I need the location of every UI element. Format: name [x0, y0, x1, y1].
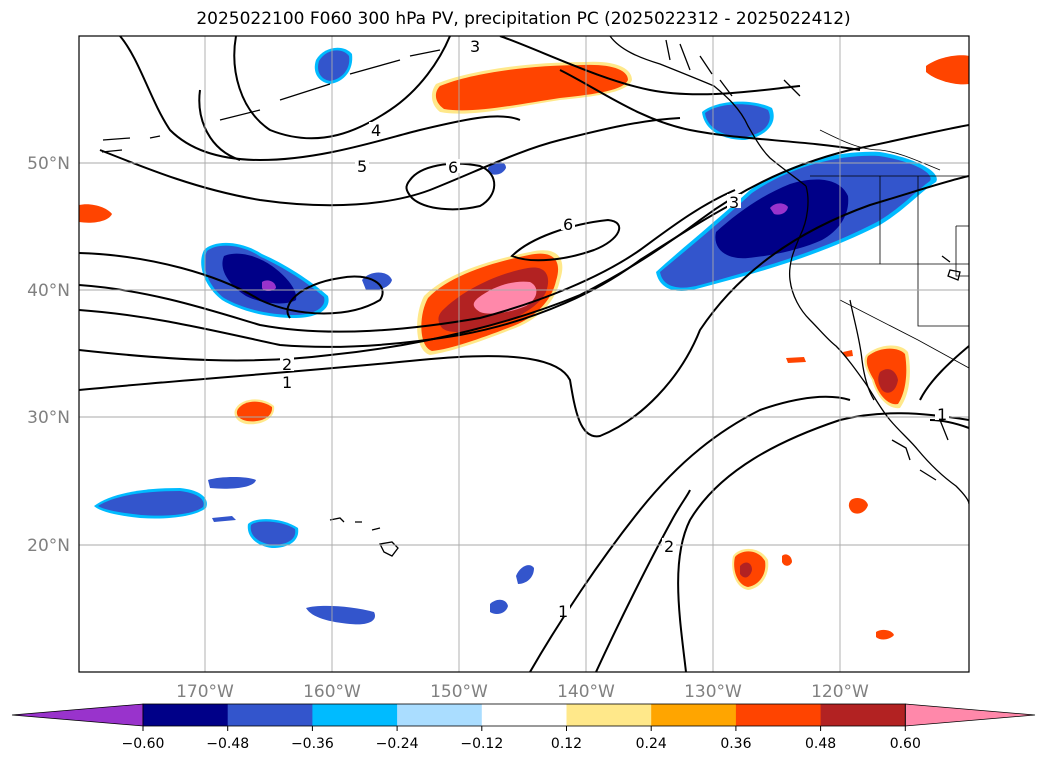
colorbar-segment	[651, 704, 737, 726]
colorbar-segment	[227, 704, 313, 726]
lon-label: 170°W	[176, 682, 234, 702]
precip-area	[435, 64, 628, 111]
contour-high	[559, 69, 861, 151]
precip-area	[318, 50, 350, 81]
colorbar-segment	[566, 704, 652, 726]
colorbar-extend-high	[904, 703, 1036, 727]
lon-label: 140°W	[557, 682, 615, 702]
contour-6b	[510, 218, 621, 262]
boundaries	[790, 129, 969, 369]
map-frame	[78, 35, 970, 673]
contour-label: 1	[282, 373, 292, 392]
contour-1	[79, 175, 969, 438]
precip-area	[236, 401, 273, 422]
contour-label: 2	[282, 355, 292, 374]
precip-area	[250, 521, 296, 545]
precip-area	[208, 477, 256, 489]
contour-upper2	[198, 36, 801, 161]
precip-area	[212, 516, 236, 522]
colorbar-segment	[312, 704, 398, 726]
contour-label: 3	[470, 37, 480, 56]
coastlines	[101, 36, 969, 557]
colorbar-extend-low	[11, 703, 144, 727]
colorbar-frame	[142, 703, 906, 727]
precip-area	[782, 554, 792, 566]
precip-area	[705, 104, 770, 137]
colorbar-segment	[820, 704, 906, 726]
colorbar-tick-label: −0.12	[460, 736, 503, 752]
precip-area	[740, 562, 752, 578]
lon-label: 150°W	[430, 682, 488, 702]
contour-labels: 1 2 3 4 5 6 6 3 2 1 1 3	[280, 37, 949, 621]
lon-label: 130°W	[684, 682, 742, 702]
colorbar-tick-label: 0.60	[890, 736, 921, 752]
lon-label: 120°W	[811, 682, 869, 702]
contour-label: 3	[729, 193, 739, 212]
precip-area	[262, 280, 276, 291]
colorbar-tick-label: −0.60	[122, 736, 165, 752]
colorbar-tick-label: −0.36	[291, 736, 334, 752]
contour-label: 4	[371, 121, 381, 140]
precip-area	[786, 357, 806, 363]
colorbar-tick-label: −0.48	[206, 736, 249, 752]
contour-south3	[677, 412, 969, 672]
precip-area	[715, 179, 849, 259]
colorbar-ticks: −0.60 −0.48 −0.36 −0.24 −0.12 0.12 0.24 0.36 0.4…	[122, 726, 921, 752]
precip-area	[516, 565, 534, 584]
lon-label: 160°W	[303, 682, 361, 702]
contour-3a	[79, 189, 736, 333]
precip-area	[490, 599, 508, 614]
colorbar-tick-label: 0.24	[636, 736, 667, 752]
lat-label: 30°N	[27, 408, 70, 428]
contour-label: 6	[563, 215, 573, 234]
contour-label: 5	[357, 157, 367, 176]
contour-label: 6	[448, 158, 458, 177]
precip-area	[79, 204, 112, 223]
lat-label: 50°N	[27, 154, 70, 174]
colorbar-segment	[397, 704, 483, 726]
contour-3b	[79, 252, 384, 319]
precip-area	[488, 162, 506, 175]
contour-2	[79, 124, 969, 362]
contour-label: 1	[558, 602, 568, 621]
lat-labels: 50°N 40°N 30°N 20°N	[27, 154, 70, 556]
colorbar-tick-label: 0.12	[551, 736, 582, 752]
precip-area	[843, 350, 853, 357]
colorbar	[11, 703, 1036, 727]
lon-labels: 170°W 160°W 150°W 140°W 130°W 120°W	[176, 682, 869, 702]
colorbar-tick-label: 0.36	[720, 736, 751, 752]
colorbar-segment	[481, 704, 567, 726]
contour-5	[119, 36, 521, 162]
colorbar-segment	[143, 704, 229, 726]
lat-label: 40°N	[27, 281, 70, 301]
contour-label: 1	[937, 405, 947, 424]
precip-area	[848, 497, 868, 514]
contour-2b	[79, 199, 741, 348]
figure-title: 2025022100 F060 300 hPa PV, precipitatio…	[196, 9, 851, 29]
precip-area	[770, 203, 788, 215]
precip-area	[222, 253, 297, 304]
precip-area	[98, 491, 204, 516]
precip-area	[878, 369, 898, 393]
precip-area	[876, 629, 894, 640]
precip-area	[926, 55, 969, 85]
colorbar-tick-label: −0.24	[376, 736, 419, 752]
lat-label: 20°N	[27, 536, 70, 556]
map-area	[79, 36, 969, 672]
contour-ne2	[929, 419, 969, 429]
contour-south1	[529, 395, 851, 672]
colorbar-tick-label: 0.48	[805, 736, 836, 752]
contour-ne	[919, 345, 969, 401]
gridlines	[79, 36, 969, 672]
colorbar-segment	[735, 704, 822, 726]
contour-label: 2	[664, 537, 674, 556]
precip-area	[306, 605, 375, 625]
